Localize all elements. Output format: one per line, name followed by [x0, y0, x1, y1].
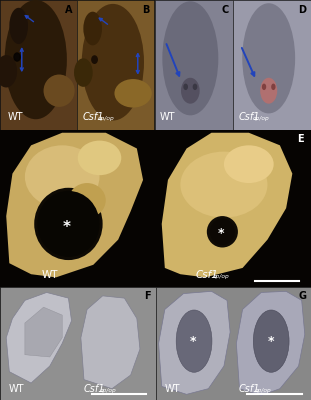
Ellipse shape	[260, 78, 277, 104]
Circle shape	[14, 53, 20, 61]
Text: B: B	[142, 5, 150, 15]
Ellipse shape	[37, 191, 100, 257]
Text: *: *	[63, 220, 71, 234]
Text: *: *	[267, 335, 274, 348]
Ellipse shape	[0, 55, 17, 88]
Text: E: E	[298, 134, 304, 144]
Ellipse shape	[262, 84, 266, 90]
Ellipse shape	[82, 4, 144, 120]
Text: op/op: op/op	[100, 388, 116, 393]
Polygon shape	[25, 307, 62, 357]
Ellipse shape	[114, 79, 152, 108]
Text: F: F	[144, 291, 151, 301]
Text: WT: WT	[8, 112, 23, 122]
Text: *: *	[190, 335, 197, 348]
Bar	[155, 0, 233, 130]
Ellipse shape	[253, 310, 289, 372]
Ellipse shape	[224, 145, 274, 183]
Polygon shape	[236, 291, 305, 396]
Text: WT: WT	[164, 384, 180, 394]
Ellipse shape	[207, 216, 238, 248]
Text: Csf1: Csf1	[239, 384, 260, 394]
Bar	[156, 287, 311, 400]
Ellipse shape	[25, 145, 100, 208]
Bar	[0, 130, 311, 287]
Text: Csf1: Csf1	[83, 384, 105, 394]
Bar	[233, 0, 311, 130]
Ellipse shape	[176, 310, 212, 372]
Text: op/op: op/op	[253, 116, 270, 121]
Ellipse shape	[181, 78, 200, 104]
Ellipse shape	[162, 1, 218, 115]
Text: Csf1: Csf1	[196, 270, 219, 280]
Bar	[0, 0, 77, 130]
Polygon shape	[159, 291, 230, 394]
Ellipse shape	[242, 3, 295, 114]
Ellipse shape	[210, 218, 235, 245]
Ellipse shape	[78, 141, 121, 175]
Ellipse shape	[68, 183, 106, 218]
Ellipse shape	[183, 84, 188, 90]
Text: A: A	[65, 5, 72, 15]
Text: Csf1: Csf1	[239, 112, 260, 122]
Ellipse shape	[44, 74, 75, 107]
Polygon shape	[6, 133, 143, 277]
Polygon shape	[6, 292, 72, 383]
Bar	[0, 287, 156, 400]
Ellipse shape	[9, 8, 28, 44]
Polygon shape	[162, 133, 292, 277]
Polygon shape	[81, 296, 140, 389]
Ellipse shape	[5, 0, 67, 119]
Bar	[155, 0, 233, 130]
Ellipse shape	[271, 84, 276, 90]
Text: *: *	[218, 227, 225, 240]
Bar	[233, 0, 311, 130]
Circle shape	[91, 55, 98, 64]
Text: op/op: op/op	[255, 388, 272, 393]
Text: G: G	[298, 291, 306, 301]
Text: WT: WT	[160, 112, 176, 122]
Bar	[77, 0, 154, 130]
Text: WT: WT	[41, 270, 58, 280]
Text: op/op: op/op	[213, 274, 230, 279]
Text: WT: WT	[9, 384, 24, 394]
Text: C: C	[221, 5, 228, 15]
Ellipse shape	[83, 12, 102, 45]
Ellipse shape	[34, 188, 103, 260]
Ellipse shape	[180, 152, 267, 218]
Text: D: D	[298, 5, 306, 15]
Text: Csf1: Csf1	[83, 112, 104, 122]
Ellipse shape	[74, 58, 93, 87]
Text: op/op: op/op	[97, 116, 114, 121]
Ellipse shape	[193, 84, 197, 90]
